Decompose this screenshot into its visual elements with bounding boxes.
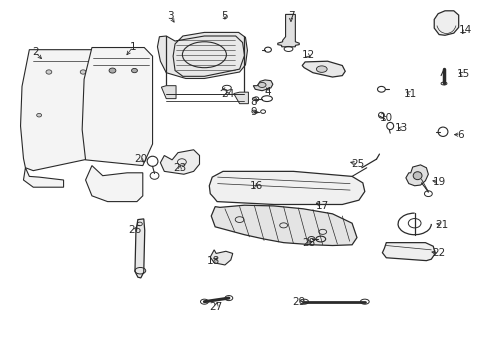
Text: 19: 19 — [431, 177, 445, 187]
Ellipse shape — [316, 66, 326, 72]
Polygon shape — [233, 92, 248, 104]
Ellipse shape — [46, 70, 52, 74]
Text: 1: 1 — [129, 42, 136, 52]
Polygon shape — [405, 165, 427, 186]
Text: 25: 25 — [350, 159, 364, 169]
Polygon shape — [20, 50, 101, 171]
Text: 7: 7 — [287, 11, 294, 21]
Polygon shape — [161, 86, 176, 99]
Polygon shape — [160, 150, 199, 174]
Text: 10: 10 — [379, 113, 392, 123]
Text: 28: 28 — [302, 238, 315, 248]
Text: 16: 16 — [249, 181, 263, 192]
Text: 9: 9 — [249, 107, 256, 117]
Text: 21: 21 — [434, 220, 448, 230]
Text: 27: 27 — [209, 302, 223, 312]
Polygon shape — [382, 243, 434, 261]
Text: 8: 8 — [249, 96, 256, 107]
Text: 3: 3 — [166, 11, 173, 21]
Polygon shape — [210, 250, 232, 265]
Text: 12: 12 — [301, 50, 314, 60]
Polygon shape — [253, 80, 272, 91]
Text: 23: 23 — [173, 163, 186, 173]
Text: 29: 29 — [292, 297, 305, 307]
Ellipse shape — [412, 172, 421, 180]
Polygon shape — [277, 14, 299, 47]
Text: 13: 13 — [393, 123, 407, 133]
Polygon shape — [82, 48, 152, 166]
Text: 2: 2 — [32, 47, 39, 57]
Ellipse shape — [131, 68, 137, 73]
Polygon shape — [157, 32, 247, 78]
Ellipse shape — [109, 68, 116, 73]
Polygon shape — [23, 168, 63, 187]
Text: 26: 26 — [128, 225, 142, 235]
Text: 4: 4 — [264, 87, 271, 97]
Polygon shape — [85, 166, 142, 202]
Text: 24: 24 — [221, 89, 234, 99]
Text: 17: 17 — [315, 201, 329, 211]
Polygon shape — [135, 219, 144, 278]
Ellipse shape — [80, 70, 86, 74]
Text: 18: 18 — [206, 256, 220, 266]
Polygon shape — [211, 205, 356, 246]
Polygon shape — [302, 61, 345, 77]
Text: 14: 14 — [458, 25, 471, 35]
Text: 20: 20 — [134, 154, 147, 164]
Text: 11: 11 — [403, 89, 417, 99]
Ellipse shape — [37, 113, 41, 117]
Text: 15: 15 — [456, 69, 469, 79]
Text: 5: 5 — [221, 11, 228, 21]
Text: 6: 6 — [456, 130, 463, 140]
Text: 22: 22 — [431, 248, 445, 258]
Polygon shape — [433, 11, 458, 35]
Ellipse shape — [258, 82, 265, 87]
Polygon shape — [209, 171, 364, 204]
